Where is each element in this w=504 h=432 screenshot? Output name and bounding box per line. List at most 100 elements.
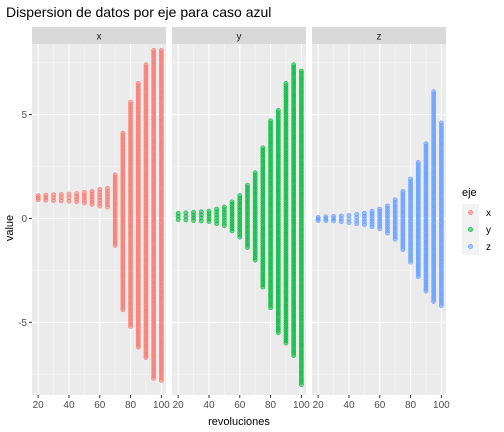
point-column	[400, 189, 406, 253]
point-column	[298, 68, 304, 388]
point-column	[58, 192, 64, 204]
x-tick-label: 80	[265, 400, 277, 411]
data-point	[423, 141, 429, 147]
data-point	[431, 89, 437, 95]
point-column	[415, 159, 421, 280]
point-column	[135, 81, 141, 350]
point-column	[66, 191, 72, 204]
legend-title: eje	[462, 187, 477, 199]
data-point	[135, 81, 141, 86]
facet-strip	[172, 27, 306, 44]
point-column	[275, 108, 281, 336]
data-point	[323, 214, 329, 220]
legend-point	[468, 227, 473, 232]
point-column	[120, 130, 126, 313]
point-column	[260, 145, 266, 290]
data-point	[105, 185, 110, 191]
data-point	[175, 210, 181, 216]
legend-item-z: z	[462, 238, 491, 255]
point-column	[191, 209, 196, 223]
x-tick-label: 20	[313, 400, 325, 411]
legend: eje xyz	[462, 187, 491, 255]
data-point	[158, 47, 164, 53]
x-tick-label: 60	[374, 400, 386, 411]
point-column	[151, 47, 157, 381]
point-column	[206, 208, 212, 224]
point-column	[97, 186, 103, 209]
data-point	[252, 170, 258, 176]
legend-label: z	[486, 242, 491, 253]
data-point	[369, 208, 375, 214]
data-point	[35, 193, 41, 199]
x-tick-label: 60	[94, 400, 106, 411]
data-point	[245, 182, 250, 188]
point-column	[81, 190, 87, 206]
point-column	[315, 215, 321, 223]
point-column	[51, 192, 56, 203]
point-column	[408, 176, 413, 265]
legend-label: y	[486, 225, 491, 236]
data-point	[51, 192, 56, 198]
data-point	[291, 62, 297, 68]
point-column	[112, 172, 118, 248]
x-tick-label: 100	[293, 400, 310, 411]
data-point	[128, 99, 133, 105]
point-column	[229, 199, 235, 234]
point-column	[252, 170, 258, 263]
x-tick-label: 20	[173, 400, 185, 411]
data-point	[275, 108, 281, 113]
data-point	[183, 210, 189, 216]
facet-strip-label: y	[237, 32, 242, 43]
point-column	[221, 204, 227, 229]
point-column	[89, 189, 95, 207]
point-column	[423, 141, 429, 294]
point-column	[385, 203, 390, 236]
point-column	[128, 99, 133, 329]
data-point	[66, 191, 72, 197]
point-column	[431, 89, 437, 304]
data-point	[191, 209, 196, 215]
data-point	[214, 206, 220, 212]
point-column	[245, 182, 250, 250]
point-column	[105, 185, 110, 210]
data-point	[89, 189, 95, 194]
data-point	[120, 130, 126, 136]
data-point	[400, 189, 406, 194]
data-point	[331, 213, 336, 219]
y-tick-label: -5	[18, 318, 27, 329]
data-point	[58, 192, 64, 197]
data-point	[81, 190, 87, 195]
chart-title: Dispersion de datos por eje para caso az…	[6, 4, 271, 20]
x-tick-label: 20	[33, 400, 45, 411]
x-tick-label: 80	[125, 400, 137, 411]
y-tick-label: 0	[21, 214, 27, 225]
point-column	[214, 206, 220, 227]
x-tick-label: 100	[433, 400, 450, 411]
point-column	[183, 210, 189, 223]
data-point	[221, 204, 227, 210]
data-point	[283, 81, 289, 86]
y-tick-label: 5	[21, 110, 27, 121]
x-tick-label: 100	[153, 400, 170, 411]
data-point	[346, 212, 352, 218]
data-point	[112, 172, 118, 178]
point-column	[283, 81, 289, 346]
point-column	[74, 191, 80, 205]
data-point	[298, 68, 304, 74]
facet-strip	[32, 27, 166, 44]
data-point	[229, 199, 235, 205]
x-tick-label: 80	[405, 400, 417, 411]
point-column	[346, 212, 352, 226]
point-column	[354, 211, 360, 227]
point-column	[268, 118, 273, 311]
data-point	[143, 62, 149, 68]
y-axis-title: value	[4, 215, 16, 241]
x-tick-label: 60	[234, 400, 246, 411]
point-column	[392, 197, 398, 242]
data-point	[206, 208, 212, 214]
facet-panel-x: x 20 40 60 80 100	[32, 27, 170, 411]
data-point	[408, 176, 413, 182]
data-point	[43, 192, 49, 198]
legend-item-x: x	[462, 204, 491, 221]
